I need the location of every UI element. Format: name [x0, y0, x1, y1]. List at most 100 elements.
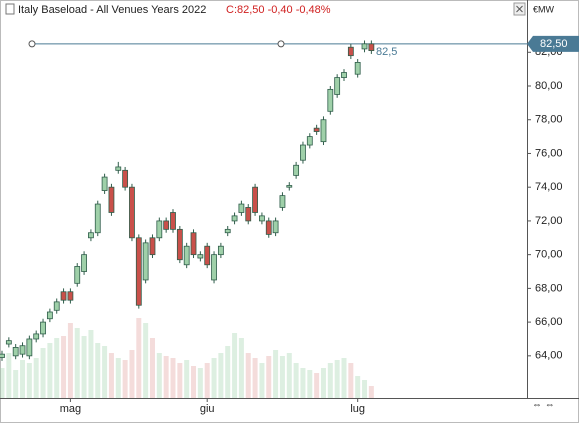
volume-bar: [286, 353, 292, 398]
candle-body: [265, 220, 272, 235]
y-tick-label: 80,00: [535, 80, 563, 92]
volume-bar: [122, 360, 128, 398]
volume-bar: [355, 376, 361, 398]
candle-body: [115, 166, 122, 171]
candle-body: [286, 185, 293, 188]
candle-body: [197, 254, 204, 259]
volume-bar: [348, 363, 354, 398]
volume-bar: [279, 356, 285, 398]
volume-bar: [368, 386, 374, 398]
volume-bar: [6, 353, 12, 398]
candle-body: [279, 195, 286, 208]
price-tag: [527, 35, 579, 52]
candle-body: [122, 169, 129, 188]
volume-bar: [362, 380, 368, 398]
x-tick-label: mag: [60, 403, 81, 415]
volume-bar: [211, 358, 217, 398]
y-tick-label: 68,00: [535, 282, 563, 294]
candle-body: [313, 127, 320, 132]
candle-body: [26, 338, 33, 357]
candle-body: [347, 46, 354, 57]
volume-bar: [26, 363, 32, 398]
volume-bar: [293, 363, 299, 398]
title-icon[interactable]: [5, 3, 15, 15]
candle-body: [354, 61, 361, 75]
candle-body: [142, 242, 149, 281]
y-tick-label: 74,00: [535, 181, 563, 193]
volume-bar: [184, 360, 190, 398]
candle-body: [53, 301, 60, 311]
candle-body: [108, 186, 115, 213]
volume-bar: [136, 318, 142, 398]
y-tick-label: 72,00: [535, 215, 563, 227]
volume-bar: [163, 356, 169, 398]
y-tick-label: 70,00: [535, 249, 563, 261]
volume-bar: [61, 336, 67, 398]
volume-bar: [67, 323, 73, 398]
drawing-handle: [28, 40, 36, 48]
chart-title: Italy Baseload - All Venues Years 2022: [18, 4, 206, 16]
candle-body: [46, 311, 53, 320]
plot: 64,00 66,00 68,00 70,00 72,00 74,00 76,00 78,00…: [0, 35, 579, 415]
volume-bar: [95, 343, 101, 398]
candle-body: [5, 340, 12, 345]
candle-body: [0, 353, 5, 358]
volume-bar: [320, 368, 326, 398]
candle-body: [67, 291, 74, 301]
candle-body: [334, 77, 341, 95]
volume-bar: [197, 368, 203, 398]
candle-body: [12, 347, 19, 357]
candle-body: [190, 232, 197, 256]
candle-body: [135, 237, 142, 306]
scroll-icon[interactable]: ⇔ ⇔: [532, 400, 555, 411]
candle-body: [341, 72, 347, 78]
price-tag-label: 82,50: [540, 38, 568, 50]
volume-bar: [259, 363, 265, 398]
candle-body: [33, 333, 40, 340]
volume-bar: [20, 360, 26, 398]
volume-bar: [54, 338, 60, 398]
volume-bar: [266, 356, 272, 398]
drawing-handle: [277, 40, 285, 48]
candle-body: [81, 254, 87, 272]
candle-body: [259, 215, 265, 222]
volume-bar: [102, 346, 108, 398]
y-tick-label: 78,00: [535, 114, 563, 126]
candle-body: [88, 232, 94, 239]
volume-bar: [143, 323, 149, 398]
volume-bar: [273, 350, 279, 398]
candle-body: [74, 266, 81, 284]
volume-bar: [115, 358, 121, 398]
x-tick-label: lug: [350, 403, 365, 415]
candle-body: [211, 254, 217, 281]
y-tick-label: 66,00: [535, 316, 563, 328]
candle-body: [170, 212, 176, 230]
volume-bar: [13, 370, 19, 398]
volume-bar: [238, 338, 244, 398]
volume-bar: [218, 353, 224, 398]
candle-body: [224, 228, 231, 234]
x-tick-label: giu: [200, 403, 215, 415]
candle-body: [149, 237, 156, 256]
quote: C:82,50 -0,40 -0,48%: [226, 4, 331, 16]
candle-body: [368, 43, 375, 51]
volume-bar: [334, 360, 340, 398]
volume-bar: [40, 348, 46, 398]
candle-body: [19, 345, 26, 355]
candle-body: [306, 136, 313, 146]
candle-body: [129, 186, 135, 239]
volume-bar: [341, 358, 347, 398]
candle-body: [156, 220, 163, 239]
volume-bar: [129, 350, 135, 398]
close-icon: [516, 5, 523, 13]
candle-body: [217, 245, 224, 256]
candle-body: [163, 220, 170, 230]
candle-body: [60, 291, 67, 301]
volume-bar: [204, 363, 210, 398]
volume-bar: [177, 363, 183, 398]
volume-bar: [232, 333, 238, 398]
volume-bar: [74, 328, 80, 398]
volume-bar: [33, 358, 39, 398]
volume-bar: [0, 368, 5, 398]
